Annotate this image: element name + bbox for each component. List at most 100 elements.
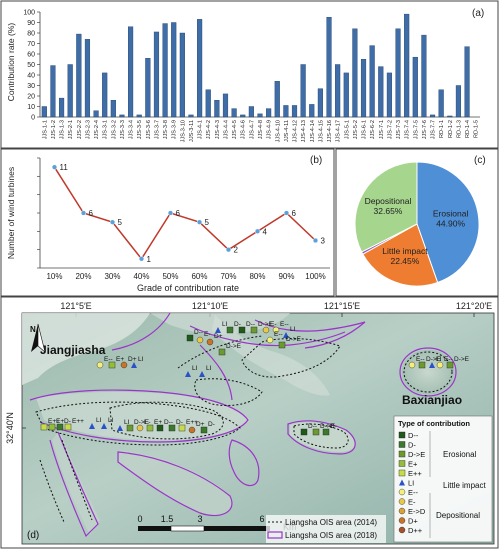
pie-slice-pct: 32.65% [374, 206, 403, 216]
panel-a-bar [369, 45, 375, 118]
panel-b-data-label: 2 [234, 246, 239, 255]
legend-symbol [398, 507, 406, 515]
panel-a-ytick-label: 40 [27, 73, 35, 80]
lon-label-4: 121°20′E [456, 301, 492, 311]
panel-b-data-label: 4 [263, 227, 268, 236]
map-marker [48, 423, 56, 431]
map-marker-label: E-- [416, 356, 425, 363]
map-marker-label: LI [206, 365, 212, 372]
panel-a-bar [352, 28, 358, 118]
legend-item-label: LI [408, 479, 414, 488]
lon-label-3: 121°15′E [324, 301, 360, 311]
panel-a-xtick-label: JJS-1-2 [51, 120, 57, 139]
map-marker [266, 336, 274, 344]
panel-a-xtick-label: JJS-4-11 [284, 120, 290, 142]
panel-a-bar [395, 28, 401, 118]
panel-a-bar [360, 59, 367, 118]
panel-a-xtick-label: JJS-7-2 [387, 120, 393, 139]
panel-a-xtick-label: JJS-5-1 [344, 120, 350, 139]
panel-a-xtick-label: JJS-4-12 [293, 120, 299, 142]
contribution-legend: Type of contribution D--D-D->EE+E++LIE--… [393, 415, 493, 543]
panel-a-bar [438, 89, 444, 118]
panel-a: (a) Contribution rate (%) 0 10 20 30 40 50 60 7… [0, 0, 499, 149]
panel-b-point [196, 219, 203, 225]
panel-a-xtick-label: JJS-2-1 [68, 120, 74, 139]
panel-b-label: (b) [310, 155, 322, 166]
map-marker-label: D- [176, 419, 183, 426]
panel-a-bar [335, 64, 341, 118]
map-marker [226, 326, 234, 334]
map-marker-label: E-- [444, 356, 453, 363]
map-marker-label: LI [138, 356, 144, 363]
map-marker-label: D->E [426, 356, 442, 363]
map-marker [218, 348, 226, 356]
panel-a-bar [205, 89, 211, 118]
ois-2014-outlines [35, 335, 453, 523]
lon-label-2: 121°10′E [192, 301, 228, 311]
scale-0: 0 [137, 514, 142, 524]
panel-a-xtick-label: JJS-4-9 [267, 120, 273, 139]
legend-item-label: E- [408, 498, 416, 507]
panel-b-data-label: 5 [205, 218, 210, 227]
panel-a-bar [162, 23, 168, 118]
sandbanks [22, 313, 454, 535]
map-marker-label: D+ [128, 356, 137, 363]
panel-b-point [109, 219, 116, 225]
map-marker [408, 361, 416, 369]
lat-label: 32°40′N [5, 412, 15, 444]
map-marker-label: D->E [258, 321, 274, 328]
panel-a-bar [110, 99, 116, 118]
panel-a-xtick-label: JJS-7-3 [396, 120, 402, 139]
panel-b-xtick-label: 70% [220, 272, 236, 281]
map-marker [185, 371, 191, 377]
pie-slice [416, 161, 480, 284]
panel-a-xtick-label: JJS-7-5 [413, 120, 419, 139]
map-marker-label: LI [124, 419, 130, 426]
panel-a-bar [119, 114, 125, 118]
pie-slice-pct: 44.90% [436, 218, 465, 228]
panel-b-data-label: 3 [321, 237, 326, 246]
map-marker-label: D+ [196, 421, 205, 428]
panel-a-xtick-label: JJS-3-7 [154, 120, 160, 139]
legend-item-label: E++ [408, 469, 422, 478]
legend-symbol [399, 479, 405, 486]
map-marker-label: D+ [214, 333, 223, 340]
panel-a-bar [84, 39, 91, 118]
panel-a-bar [171, 22, 177, 118]
panel-d: 121°5′E 121°10′E 121°15′E 121°20′E 32°40… [0, 296, 499, 549]
panel-a-bar [179, 32, 185, 118]
map-marker [168, 424, 176, 432]
panel-b-point [138, 256, 145, 262]
panel-b-point [254, 228, 261, 234]
map-marker [300, 428, 308, 436]
map-marker [101, 423, 107, 429]
panel-c-label: (c) [474, 155, 486, 166]
legend-item-label: D->E [408, 450, 425, 459]
map-marker [178, 424, 186, 432]
panel-a-xtick-label: JJS-6-1 [362, 120, 368, 139]
map-marker-label: D- [234, 321, 241, 328]
panel-a-xtick-label: JJS-4-5 [232, 120, 238, 139]
map-marker [250, 326, 258, 334]
panel-a-xtick-label: JJS-4-2 [206, 120, 212, 139]
panel-a-bar [197, 19, 203, 118]
panel-a-xtick-label: JJS-7-6 [422, 120, 428, 139]
panel-a-bar [214, 99, 220, 118]
map-marker-label: E++ [186, 419, 198, 426]
panel-a-bar [386, 72, 392, 118]
lon-label-1: 121°5′E [60, 301, 91, 311]
north-arrow: N [30, 323, 46, 353]
map-marker-label: D-- [308, 423, 317, 430]
panel-a-bar [58, 97, 65, 118]
map-marker [206, 338, 214, 346]
panel-a-xtick-label: RD-1-4 [465, 120, 471, 138]
legend-symbol [398, 526, 406, 534]
panel-a-bar [291, 105, 298, 118]
north-label: N [30, 325, 36, 334]
panel-a-bar [378, 66, 384, 118]
panel-a-bar [429, 114, 436, 118]
panel-b-ylabel: Number of wind turbines [6, 167, 16, 259]
map-marker-label: E+ [154, 419, 162, 426]
map-marker [272, 326, 280, 334]
panel-a-bar [67, 64, 73, 118]
